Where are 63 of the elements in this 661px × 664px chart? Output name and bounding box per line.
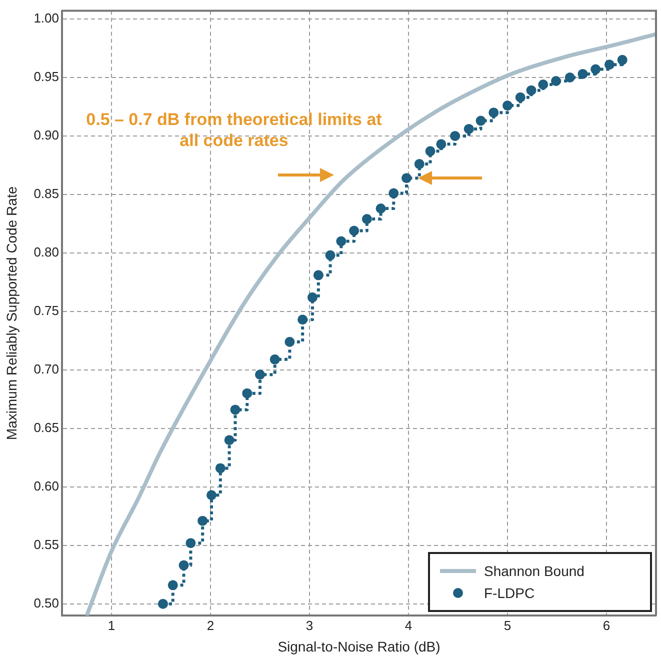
point — [578, 68, 588, 79]
x-axis-title: Signal-to-Noise Ratio (dB) — [278, 638, 440, 654]
point — [425, 146, 436, 156]
point — [298, 314, 308, 325]
point — [230, 404, 240, 415]
point — [186, 538, 196, 548]
y-axis-title: Maximum Reliably Supported Code Rate — [3, 186, 20, 440]
point — [215, 463, 226, 474]
y-tick-label: 0.80 — [34, 244, 59, 260]
point — [362, 214, 372, 224]
point — [617, 54, 628, 65]
y-tick-label: 0.55 — [34, 536, 59, 552]
line-series — [84, 32, 656, 616]
point — [270, 354, 280, 364]
y-tick-label: 0.65 — [34, 420, 59, 436]
point — [224, 435, 234, 446]
point — [515, 92, 526, 102]
x-tick-label: 5 — [504, 618, 512, 633]
y-tick-label: 1.00 — [34, 10, 59, 26]
point — [284, 336, 295, 347]
point — [436, 139, 446, 150]
point — [526, 85, 536, 96]
legend-label: F-LDPC — [484, 584, 535, 601]
x-tick-label: 3 — [306, 618, 314, 633]
point — [538, 80, 548, 90]
x-tick-label: 2 — [206, 618, 214, 633]
x-tick-label: 6 — [602, 618, 610, 633]
point — [551, 76, 562, 86]
point — [168, 580, 178, 590]
point — [158, 598, 168, 609]
point — [255, 370, 265, 380]
point — [178, 560, 189, 570]
point — [376, 204, 386, 214]
point — [313, 270, 324, 280]
point — [336, 236, 346, 246]
point — [502, 100, 512, 111]
point — [604, 60, 614, 70]
point — [590, 64, 601, 74]
x-tick-label: 1 — [108, 618, 116, 633]
point — [388, 188, 399, 198]
point — [325, 250, 336, 260]
point — [198, 516, 208, 526]
legend-label: Shannon Bound — [484, 562, 584, 579]
point — [402, 173, 412, 184]
y-tick-label: 0.70 — [34, 362, 59, 377]
point — [488, 108, 499, 118]
point — [476, 116, 486, 126]
point — [349, 226, 360, 236]
y-tick-label: 0.75 — [34, 303, 59, 318]
point — [450, 130, 460, 141]
x-tick-label: 4 — [404, 618, 412, 633]
y-tick-label: 0.90 — [34, 128, 59, 143]
annotation: 0.5 – 0.7 dB from theoretical limits at all code rates — [85, 108, 383, 151]
point — [414, 159, 424, 170]
y-tick-label: 0.95 — [34, 69, 59, 84]
point — [242, 388, 252, 398]
point — [564, 72, 575, 82]
y-tick-label: 0.50 — [34, 595, 59, 610]
y-tick-label: 0.60 — [34, 478, 59, 494]
point — [464, 124, 474, 134]
point — [206, 490, 216, 500]
y-tick-label: 0.85 — [34, 186, 59, 202]
point — [307, 292, 318, 302]
